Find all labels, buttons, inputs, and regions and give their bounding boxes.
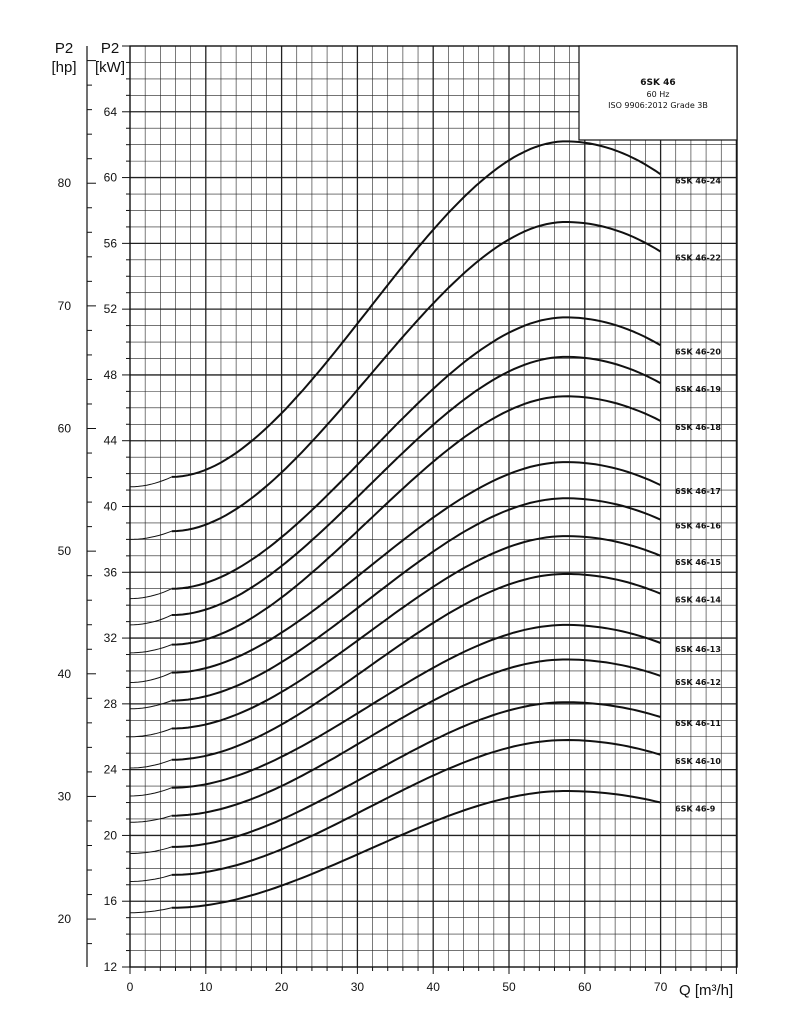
power-curve-line bbox=[171, 790, 661, 909]
curve-label: 6SK 46-12 bbox=[675, 678, 721, 687]
axes bbox=[86, 45, 737, 974]
x-tick-label: 30 bbox=[351, 980, 365, 994]
y-right-tick-label: 28 bbox=[104, 697, 118, 711]
y-left-tick-label: 40 bbox=[58, 667, 72, 681]
y-left-tick-label: 70 bbox=[58, 299, 72, 313]
info-box bbox=[578, 45, 738, 141]
curve-extension bbox=[129, 530, 172, 540]
x-tick-label: 0 bbox=[127, 980, 134, 994]
power-curve-line bbox=[171, 221, 662, 533]
curve-label: 6SK 46-22 bbox=[675, 254, 721, 263]
curve-extension bbox=[129, 787, 172, 797]
y-right-tick-label: 36 bbox=[104, 565, 118, 579]
power-curve-line bbox=[171, 701, 661, 848]
curve-extension bbox=[129, 700, 172, 710]
power-curve-line bbox=[171, 355, 662, 616]
y-left-title-line2: [hp] bbox=[51, 59, 76, 76]
curve-label: 6SK 46-18 bbox=[675, 423, 721, 432]
curve-extension bbox=[129, 728, 172, 738]
power-curve-line bbox=[171, 140, 662, 478]
x-tick-label: 70 bbox=[654, 980, 668, 994]
power-curve-line bbox=[171, 461, 662, 674]
power-curve-line bbox=[171, 658, 661, 817]
y-right-tick-label: 32 bbox=[104, 631, 118, 645]
power-curve-line bbox=[171, 535, 661, 730]
y-right-tick-label: 40 bbox=[104, 500, 118, 514]
y-right-title-line2: [kW] bbox=[95, 59, 125, 76]
curve-extension bbox=[129, 588, 172, 600]
curve-extension bbox=[129, 644, 172, 654]
y-left-tick-label: 50 bbox=[58, 544, 72, 558]
y-right-tick-label: 56 bbox=[104, 236, 118, 250]
y-right-tick-label: 60 bbox=[104, 171, 118, 185]
y-right-tick-label: 52 bbox=[104, 302, 118, 316]
info-frequency: 60 Hz bbox=[647, 90, 670, 99]
x-tick-label: 40 bbox=[427, 980, 441, 994]
curve-label: 6SK 46-16 bbox=[675, 522, 721, 531]
y-right-tick-label: 16 bbox=[104, 894, 118, 908]
y-left-tick-label: 60 bbox=[58, 422, 72, 436]
y-right-tick-label: 24 bbox=[104, 763, 118, 777]
curve-label: 6SK 46-14 bbox=[675, 596, 721, 605]
info-standard: ISO 9906:2012 Grade 3B bbox=[608, 101, 708, 110]
curve-extension bbox=[130, 907, 172, 914]
curve-extension bbox=[129, 614, 172, 626]
curve-label: 6SK 46-11 bbox=[675, 719, 721, 728]
y-left-title-line1: P2 bbox=[55, 40, 73, 57]
y-right-tick-label: 20 bbox=[104, 828, 118, 842]
curve-label: 6SK 46-19 bbox=[675, 385, 721, 394]
power-curve-line bbox=[171, 395, 662, 646]
x-tick-label: 50 bbox=[502, 980, 516, 994]
curve-extension bbox=[129, 759, 172, 769]
y-right-tick-label: 12 bbox=[104, 960, 118, 974]
curve-label: 6SK 46-9 bbox=[675, 805, 716, 814]
curve-extension bbox=[130, 846, 172, 854]
y-left-tick-label: 30 bbox=[58, 789, 72, 803]
curve-extension bbox=[129, 476, 172, 488]
y-right-title-line1: P2 bbox=[101, 40, 119, 57]
y-left-tick-label: 80 bbox=[58, 176, 72, 190]
curve-label: 6SK 46-15 bbox=[675, 558, 721, 567]
x-tick-label: 10 bbox=[199, 980, 213, 994]
power-curve-line bbox=[171, 623, 661, 789]
curve-label: 6SK 46-17 bbox=[675, 487, 721, 496]
y-right-tick-label: 64 bbox=[104, 105, 118, 119]
grid bbox=[129, 45, 738, 968]
y-right-tick-label: 44 bbox=[104, 434, 118, 448]
curve-extension bbox=[129, 815, 172, 823]
tick-labels: 0 10 20 30 40 50 60 70 12 16 20 24 28 32 36 40 44 48 52 56 6… bbox=[58, 105, 668, 994]
power-curve-line bbox=[171, 572, 661, 761]
chart-title: 6SK 46 bbox=[640, 78, 675, 88]
power-curve-line bbox=[171, 738, 661, 876]
curve-label: 6SK 46-24 bbox=[675, 176, 721, 185]
curve-label: 6SK 46-20 bbox=[675, 347, 721, 356]
x-tick-label: 20 bbox=[275, 980, 289, 994]
y-right-tick-label: 48 bbox=[104, 368, 118, 382]
x-tick-label: 60 bbox=[578, 980, 592, 994]
series: 6SK 46-24 6SK 46-22 6SK 46-20 6SK 46-19 6SK … bbox=[129, 140, 721, 914]
curve-label: 6SK 46-13 bbox=[675, 645, 721, 654]
power-curve-line bbox=[171, 316, 662, 590]
curve-extension bbox=[129, 874, 172, 882]
curve-label: 6SK 46-10 bbox=[675, 757, 721, 766]
curve-extension bbox=[129, 672, 172, 683]
power-curve-line bbox=[171, 497, 662, 702]
x-axis-title: Q [m³/h] bbox=[679, 982, 733, 999]
y-left-tick-label: 20 bbox=[58, 912, 72, 926]
